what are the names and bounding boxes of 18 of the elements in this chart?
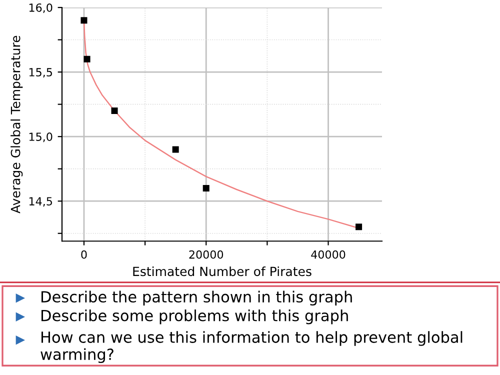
point <box>172 146 179 153</box>
point <box>84 56 90 62</box>
y-tick-label: 15,5 <box>29 68 52 78</box>
x-tick-label: 40000 <box>311 250 346 259</box>
x-axis-title: Estimated Number of Pirates <box>133 266 312 276</box>
text: Describe the pattern shown in this graph <box>42 290 352 306</box>
x-tick-label: 0 <box>81 250 87 259</box>
point <box>202 184 210 192</box>
y-tick-label: 16,0 <box>29 3 52 14</box>
y-tick-label: 15,0 <box>29 132 52 142</box>
point <box>111 108 118 114</box>
point <box>80 17 88 24</box>
point <box>356 224 362 230</box>
text: How can we use this information to help prevent global warming? <box>40 331 462 364</box>
text: Describe some problems with this graph <box>42 309 348 324</box>
y-tick-label: 14,5 <box>29 197 52 207</box>
y-axis-title: Average Global Temperature <box>10 36 23 214</box>
x-tick-label: 20000 <box>189 250 224 259</box>
